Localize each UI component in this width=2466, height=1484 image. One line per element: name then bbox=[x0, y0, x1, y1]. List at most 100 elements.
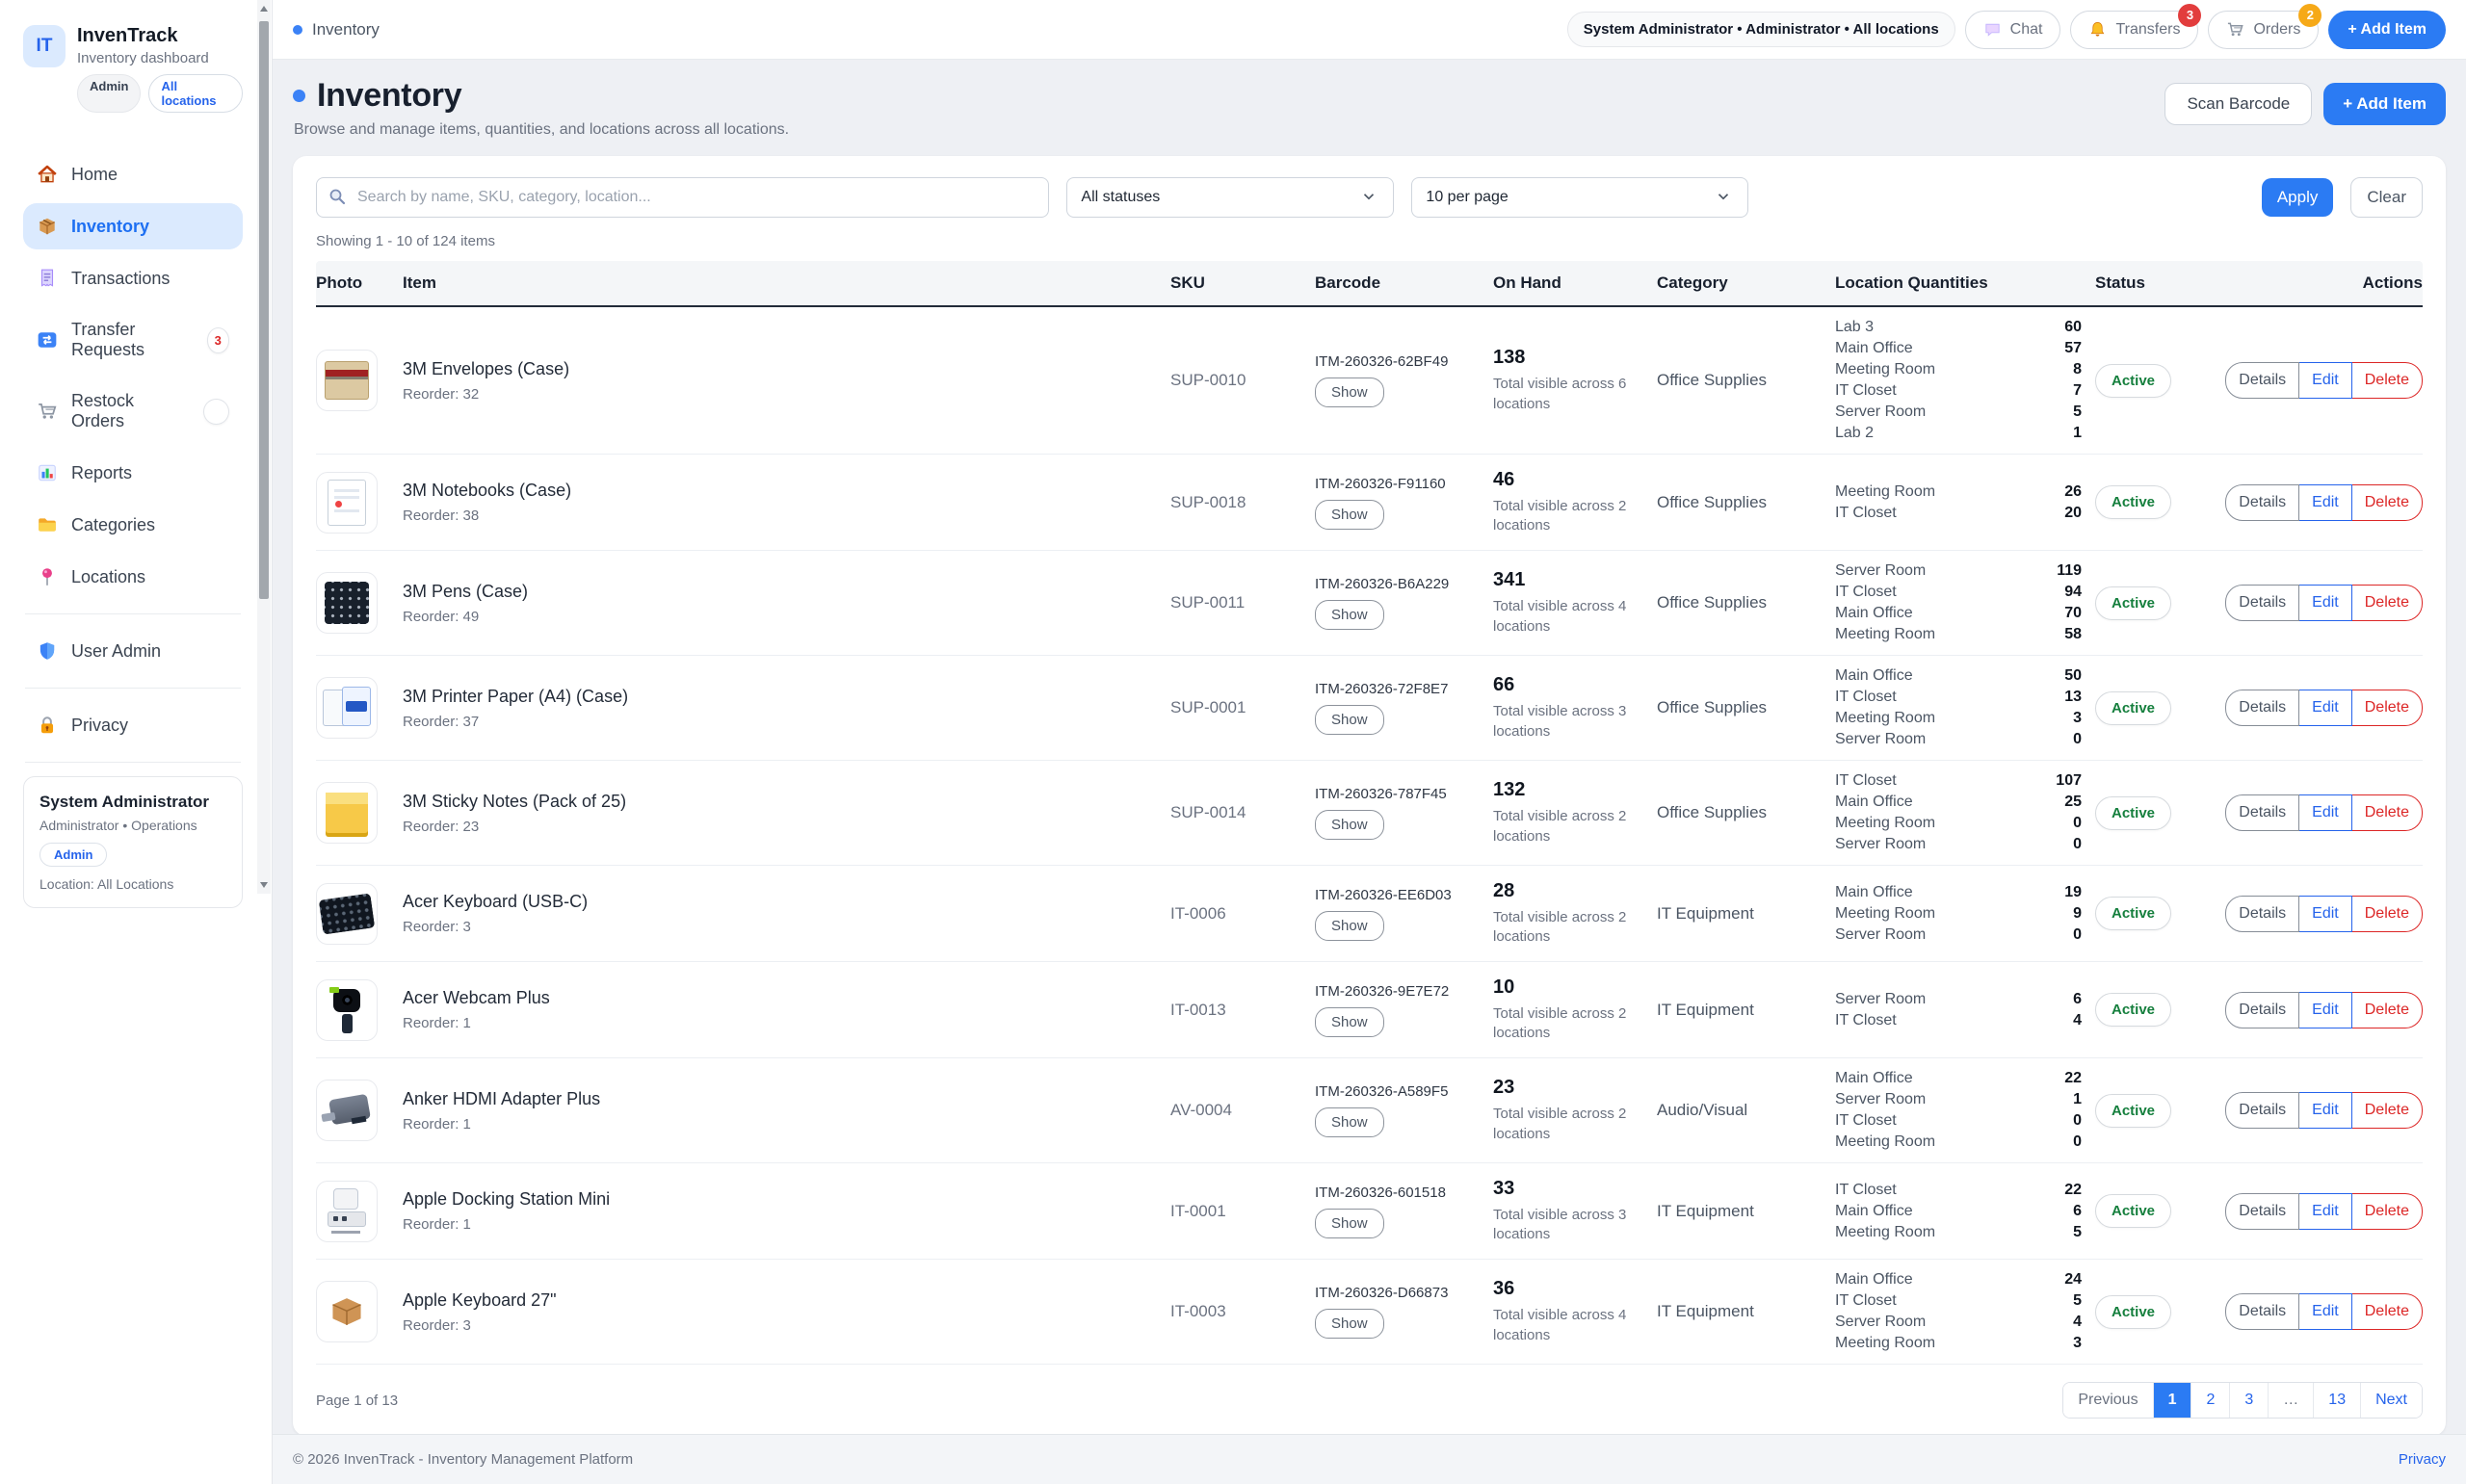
delete-button[interactable]: Delete bbox=[2352, 992, 2423, 1028]
topbar: Inventory System Administrator • Adminis… bbox=[273, 0, 2466, 60]
show-barcode-button[interactable]: Show bbox=[1315, 911, 1384, 941]
chart-icon bbox=[37, 462, 58, 483]
chat-button[interactable]: Chat bbox=[1965, 11, 2061, 49]
sidebar-item-privacy[interactable]: Privacy bbox=[23, 702, 243, 748]
show-barcode-button[interactable]: Show bbox=[1315, 1309, 1384, 1339]
privacy-link[interactable]: Privacy bbox=[2399, 1451, 2446, 1468]
sidebar-item-transfer-requests[interactable]: Transfer Requests3 bbox=[23, 307, 243, 373]
location-name: Server Room bbox=[1835, 1089, 1926, 1110]
header-add-item-button[interactable]: + Add Item bbox=[2323, 83, 2446, 125]
details-button[interactable]: Details bbox=[2225, 794, 2299, 831]
edit-button[interactable]: Edit bbox=[2299, 1193, 2352, 1230]
edit-button[interactable]: Edit bbox=[2299, 690, 2352, 726]
sidebar-item-restock-orders[interactable]: Restock Orders bbox=[23, 378, 243, 444]
on-hand-quantity: 66 bbox=[1493, 674, 1657, 696]
topbar-add-item-button[interactable]: + Add Item bbox=[2328, 11, 2446, 49]
status-badge: Active bbox=[2095, 1295, 2171, 1329]
scroll-down-arrow-icon[interactable] bbox=[260, 882, 268, 888]
sidebar-item-categories[interactable]: Categories bbox=[23, 502, 243, 548]
main-content: Inventory Browse and manage items, quant… bbox=[273, 60, 2466, 1434]
show-barcode-button[interactable]: Show bbox=[1315, 600, 1384, 630]
item-category: Office Supplies bbox=[1657, 803, 1835, 822]
page-button-3[interactable]: 3 bbox=[2229, 1383, 2268, 1418]
edit-button[interactable]: Edit bbox=[2299, 794, 2352, 831]
details-button[interactable]: Details bbox=[2225, 1193, 2299, 1230]
edit-button[interactable]: Edit bbox=[2299, 362, 2352, 399]
location-quantities-cell: IT Closet22Main Office6Meeting Room5 bbox=[1835, 1180, 2095, 1243]
sidebar-item-home[interactable]: Home bbox=[23, 151, 243, 197]
delete-button[interactable]: Delete bbox=[2352, 484, 2423, 521]
location-name: Meeting Room bbox=[1835, 359, 1935, 380]
clear-button[interactable]: Clear bbox=[2350, 177, 2423, 218]
delete-button[interactable]: Delete bbox=[2352, 585, 2423, 621]
delete-button[interactable]: Delete bbox=[2352, 1293, 2423, 1330]
details-button[interactable]: Details bbox=[2225, 992, 2299, 1028]
location-quantity: 22 bbox=[2064, 1180, 2082, 1201]
page-button-13[interactable]: 13 bbox=[2313, 1383, 2360, 1418]
details-button[interactable]: Details bbox=[2225, 362, 2299, 399]
details-button[interactable]: Details bbox=[2225, 1293, 2299, 1330]
details-button[interactable]: Details bbox=[2225, 484, 2299, 521]
item-name: Anker HDMI Adapter Plus bbox=[403, 1089, 1170, 1109]
item-reorder-level: Reorder: 1 bbox=[403, 1015, 1170, 1031]
previous-page-button[interactable]: Previous bbox=[2063, 1383, 2152, 1418]
transfers-button[interactable]: Transfers 3 bbox=[2070, 11, 2198, 49]
edit-button[interactable]: Edit bbox=[2299, 484, 2352, 521]
scroll-up-arrow-icon[interactable] bbox=[260, 6, 268, 12]
location-quantity: 3 bbox=[2073, 708, 2082, 729]
sidebar-item-locations[interactable]: Locations bbox=[23, 554, 243, 600]
sidebar-item-reports[interactable]: Reports bbox=[23, 450, 243, 496]
edit-button[interactable]: Edit bbox=[2299, 896, 2352, 932]
table-body: 3M Envelopes (Case)Reorder: 32SUP-0010IT… bbox=[316, 307, 2423, 1365]
sidebar-item-inventory[interactable]: Inventory bbox=[23, 203, 243, 249]
page-button-1[interactable]: 1 bbox=[2153, 1383, 2191, 1418]
sidebar-item-transactions[interactable]: Transactions bbox=[23, 255, 243, 301]
details-button[interactable]: Details bbox=[2225, 585, 2299, 621]
user-location: Location: All Locations bbox=[39, 876, 226, 892]
status-cell: Active bbox=[2095, 586, 2206, 620]
show-barcode-button[interactable]: Show bbox=[1315, 500, 1384, 530]
status-cell: Active bbox=[2095, 993, 2206, 1027]
show-barcode-button[interactable]: Show bbox=[1315, 1007, 1384, 1037]
scan-barcode-button[interactable]: Scan Barcode bbox=[2164, 83, 2312, 125]
delete-button[interactable]: Delete bbox=[2352, 362, 2423, 399]
delete-button[interactable]: Delete bbox=[2352, 794, 2423, 831]
delete-button[interactable]: Delete bbox=[2352, 1092, 2423, 1129]
show-barcode-button[interactable]: Show bbox=[1315, 705, 1384, 735]
details-button[interactable]: Details bbox=[2225, 690, 2299, 726]
sidebar-scrollbar[interactable] bbox=[257, 0, 271, 894]
search-input[interactable] bbox=[316, 177, 1049, 218]
item-photo bbox=[316, 979, 378, 1041]
status-filter-select[interactable]: All statuses bbox=[1066, 177, 1394, 218]
actions-cell: DetailsEditDelete bbox=[2206, 690, 2423, 726]
transfers-count-badge: 3 bbox=[2178, 4, 2201, 27]
delete-button[interactable]: Delete bbox=[2352, 690, 2423, 726]
page-button-2[interactable]: 2 bbox=[2191, 1383, 2229, 1418]
status-cell: Active bbox=[2095, 897, 2206, 930]
orders-button[interactable]: Orders 2 bbox=[2208, 11, 2319, 49]
edit-button[interactable]: Edit bbox=[2299, 1293, 2352, 1330]
details-button[interactable]: Details bbox=[2225, 1092, 2299, 1129]
item-cell: 3M Envelopes (Case)Reorder: 32 bbox=[403, 359, 1170, 403]
on-hand-cell: 341Total visible across 4 locations bbox=[1493, 569, 1657, 637]
item-photo-cell bbox=[316, 979, 403, 1041]
apply-button[interactable]: Apply bbox=[2262, 178, 2334, 217]
edit-button[interactable]: Edit bbox=[2299, 585, 2352, 621]
delete-button[interactable]: Delete bbox=[2352, 1193, 2423, 1230]
details-button[interactable]: Details bbox=[2225, 896, 2299, 932]
delete-button[interactable]: Delete bbox=[2352, 896, 2423, 932]
show-barcode-button[interactable]: Show bbox=[1315, 378, 1384, 407]
scrollbar-thumb[interactable] bbox=[259, 21, 269, 599]
actions-cell: DetailsEditDelete bbox=[2206, 1193, 2423, 1230]
location-quantities-cell: Main Office19Meeting Room9Server Room0 bbox=[1835, 882, 2095, 946]
edit-button[interactable]: Edit bbox=[2299, 1092, 2352, 1129]
show-barcode-button[interactable]: Show bbox=[1315, 810, 1384, 840]
edit-button[interactable]: Edit bbox=[2299, 992, 2352, 1028]
next-page-button[interactable]: Next bbox=[2360, 1383, 2422, 1418]
per-page-select[interactable]: 10 per page bbox=[1411, 177, 1748, 218]
sidebar-item-user-admin[interactable]: User Admin bbox=[23, 628, 243, 674]
on-hand-note: Total visible across 3 locations bbox=[1493, 1206, 1647, 1245]
show-barcode-button[interactable]: Show bbox=[1315, 1107, 1384, 1137]
show-barcode-button[interactable]: Show bbox=[1315, 1209, 1384, 1238]
app-name: InvenTrack bbox=[77, 25, 243, 47]
